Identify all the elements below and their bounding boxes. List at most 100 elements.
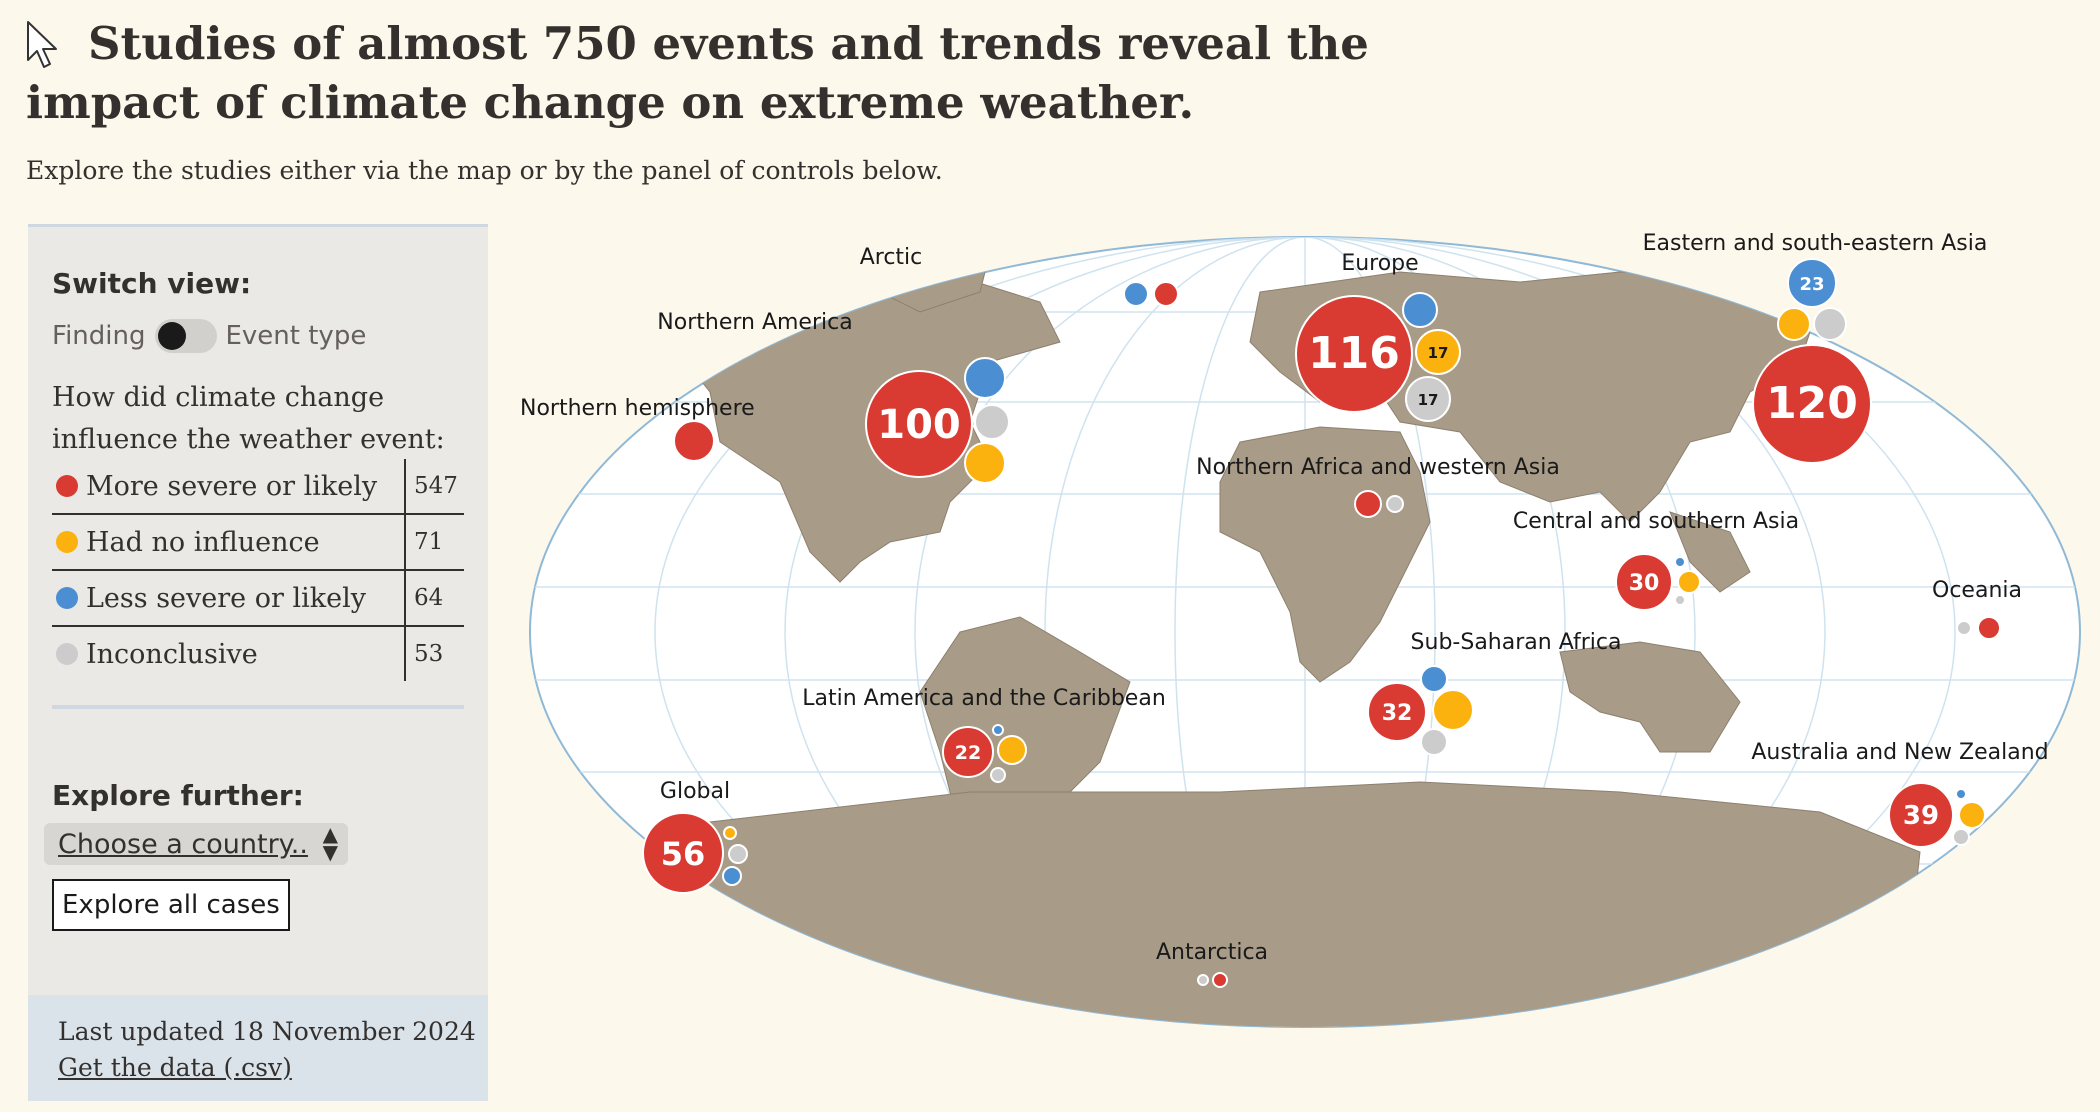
bubble-north-africa-more[interactable]	[1354, 490, 1382, 518]
bubble-east-asia-inconclusive[interactable]	[1813, 307, 1847, 341]
bubble-northern-america-no-influence[interactable]	[964, 442, 1006, 484]
value-east-asia-less: 23	[1799, 274, 1824, 295]
bubble-global-less[interactable]	[722, 866, 742, 886]
bubble-latin-america-no-influence[interactable]	[997, 735, 1027, 765]
toggle-knob	[158, 322, 187, 350]
switch-view-title: Switch view:	[52, 267, 252, 300]
region-label-sub-saharan-africa: Sub-Saharan Africa	[1411, 630, 1622, 655]
region-bubbles	[642, 258, 2001, 988]
bubble-northern-america-inconclusive[interactable]	[974, 404, 1010, 440]
bubble-latin-america-inconclusive[interactable]	[990, 767, 1006, 783]
legend-item-inconclusive[interactable]: Inconclusive 53	[52, 627, 464, 681]
legend-count: 547	[404, 459, 464, 513]
bubble-global-inconclusive[interactable]	[728, 844, 748, 864]
world-map[interactable]: Arctic Europe Eastern and south-eastern …	[520, 232, 2090, 1042]
country-select-value: Choose a country..	[58, 828, 308, 860]
bubble-east-asia-more[interactable]	[1752, 344, 1872, 464]
legend-count: 71	[404, 515, 464, 569]
region-label-oceania: Oceania	[1932, 578, 2022, 603]
value-global-more: 56	[661, 835, 706, 873]
legend-count: 64	[404, 571, 464, 625]
bubble-sub-saharan-more[interactable]	[1367, 682, 1427, 742]
bubble-europe-more[interactable]	[1295, 295, 1413, 413]
bubble-europe-no-influence[interactable]	[1415, 329, 1461, 375]
region-label-antarctica: Antarctica	[1156, 940, 1268, 965]
bubble-global-more[interactable]	[642, 812, 724, 894]
toggle-label-event-type: Event type	[225, 321, 367, 351]
bubble-latin-america-less[interactable]	[992, 724, 1004, 736]
legend-label: More severe or likely	[86, 470, 378, 502]
bubble-central-asia-inconclusive[interactable]	[1674, 594, 1686, 606]
bubble-sub-saharan-inconclusive[interactable]	[1420, 728, 1448, 756]
region-label-east-asia: Eastern and south-eastern Asia	[1643, 232, 1988, 256]
value-europe-more: 116	[1308, 328, 1400, 379]
legend: More severe or likely 547 Had no influen…	[52, 459, 492, 681]
bubble-europe-less[interactable]	[1402, 292, 1438, 328]
legend-label: Less severe or likely	[86, 582, 366, 614]
bubble-global-no-influence[interactable]	[723, 826, 737, 840]
bubble-sub-saharan-less[interactable]	[1420, 665, 1448, 693]
bubble-australia-inconclusive[interactable]	[1952, 828, 1970, 846]
blue-dot-icon	[56, 587, 78, 609]
value-europe-no-influence: 17	[1428, 344, 1449, 362]
explore-further-title: Explore further:	[52, 779, 304, 812]
toggle-label-finding: Finding	[52, 321, 146, 351]
bubble-oceania-inconclusive[interactable]	[1956, 620, 1972, 636]
view-toggle-row: Finding Event type	[52, 319, 366, 353]
bubble-central-asia-more[interactable]	[1615, 553, 1673, 611]
bubble-central-asia-less[interactable]	[1674, 556, 1686, 568]
legend-item-less[interactable]: Less severe or likely 64	[52, 571, 464, 627]
legend-item-no-influence[interactable]: Had no influence 71	[52, 515, 464, 571]
get-data-link[interactable]: Get the data (.csv)	[58, 1053, 292, 1082]
cursor-icon	[27, 21, 57, 68]
bubble-australia-less[interactable]	[1955, 788, 1967, 800]
bubble-latin-america-more[interactable]	[942, 726, 994, 778]
region-label-northern-america: Northern America	[657, 310, 852, 335]
grey-dot-icon	[56, 643, 78, 665]
region-labels: Arctic Europe Eastern and south-eastern …	[520, 232, 2049, 965]
bubble-antarctica-more[interactable]	[1212, 972, 1228, 988]
divider	[52, 705, 464, 709]
region-label-arctic: Arctic	[860, 245, 923, 270]
bubble-australia-no-influence[interactable]	[1958, 801, 1986, 829]
panel-footer: Last updated 18 November 2024 Get the da…	[28, 995, 488, 1101]
bubble-antarctica-inconclusive[interactable]	[1197, 974, 1209, 986]
view-toggle[interactable]	[155, 319, 218, 353]
legend-label: Inconclusive	[86, 638, 258, 670]
red-dot-icon	[56, 475, 78, 497]
bubble-central-asia-no-influence[interactable]	[1677, 570, 1701, 594]
region-label-europe: Europe	[1341, 251, 1418, 276]
bubble-arctic-more[interactable]	[1153, 281, 1179, 307]
legend-question: How did climate change influence the wea…	[52, 382, 445, 455]
legend-item-more[interactable]: More severe or likely 547	[52, 459, 464, 515]
region-label-global: Global	[660, 779, 730, 804]
bubble-northern-america-less[interactable]	[964, 357, 1006, 399]
value-central-asia-more: 30	[1629, 571, 1660, 596]
control-panel: Switch view: Finding Event type How did …	[28, 224, 488, 1101]
legend-label: Had no influence	[86, 526, 320, 558]
bubble-northern-america-more[interactable]	[865, 370, 973, 478]
bubble-values: 116 17 17 120 23 100 30 32 22 39 56	[661, 274, 1939, 873]
bubble-east-asia-no-influence[interactable]	[1777, 307, 1811, 341]
bubble-northern-hemisphere-more[interactable]	[673, 420, 715, 462]
region-label-australia-nz: Australia and New Zealand	[1751, 740, 2048, 765]
bubble-sub-saharan-no-influence[interactable]	[1432, 689, 1474, 731]
bubble-europe-inconclusive[interactable]	[1405, 376, 1451, 422]
select-arrows-icon: ▲ ▼	[322, 822, 338, 864]
value-sub-saharan-more: 32	[1382, 701, 1413, 726]
bubble-australia-more[interactable]	[1888, 782, 1954, 848]
bubble-arctic-less[interactable]	[1123, 281, 1149, 307]
region-label-north-africa-west-asia: Northern Africa and western Asia	[1196, 455, 1560, 480]
value-latin-america-more: 22	[955, 742, 981, 764]
explore-all-cases-button[interactable]: Explore all cases	[52, 879, 290, 931]
yellow-dot-icon	[56, 531, 78, 553]
value-east-asia-more: 120	[1766, 378, 1858, 429]
value-europe-inconclusive: 17	[1418, 391, 1439, 409]
value-australia-more: 39	[1903, 801, 1939, 831]
bubble-north-africa-inconclusive[interactable]	[1386, 495, 1404, 513]
value-northern-america-more: 100	[877, 402, 961, 448]
bubble-oceania-more[interactable]	[1977, 616, 2001, 640]
region-label-northern-hemisphere: Northern hemisphere	[520, 396, 755, 421]
country-select[interactable]: Choose a country.. ▲ ▼	[44, 823, 348, 865]
bubble-east-asia-less[interactable]	[1787, 258, 1837, 308]
